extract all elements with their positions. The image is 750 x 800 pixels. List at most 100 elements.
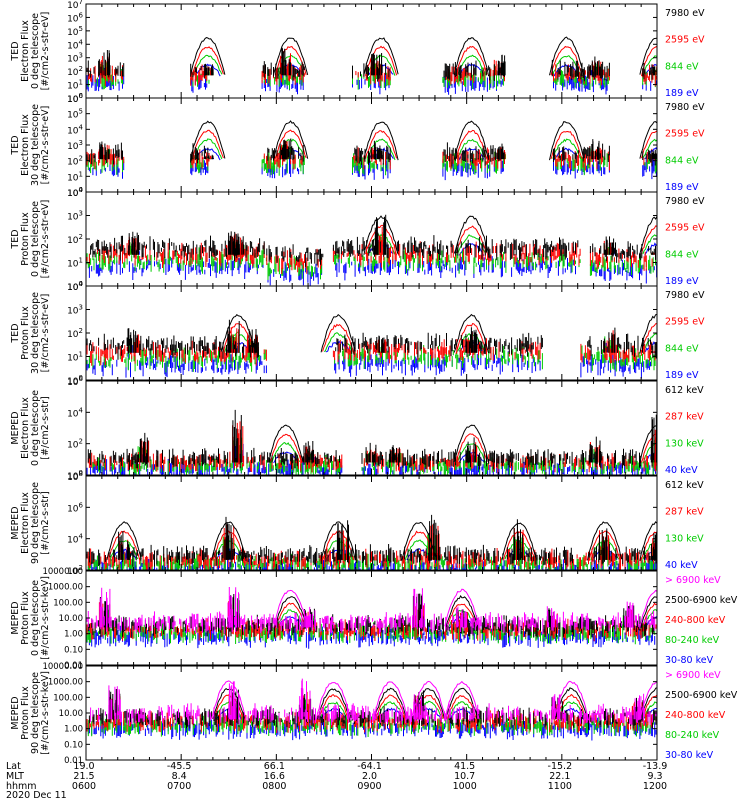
y-tick-label: 10.00 <box>59 614 83 624</box>
legend-entry: 287 keV <box>665 412 704 423</box>
y-tick-base: 10 <box>67 378 79 388</box>
y-axis-label-line: 0 deg telescope <box>30 201 41 277</box>
y-tick-exp: 0 <box>79 374 83 382</box>
y-tick-exp: 6 <box>79 375 84 383</box>
y-tick-exp: 0 <box>79 469 83 477</box>
y-tick-label: 100.00 <box>53 693 83 703</box>
y-axis-label-line: MEPED <box>10 506 21 539</box>
y-axis-label-line: 0 deg telescope <box>30 13 41 89</box>
y-tick-base: 10 <box>67 354 79 364</box>
y-tick-base: 10 <box>67 14 79 24</box>
y-tick-exp: 3 <box>79 139 83 147</box>
legend-entry: 612 keV <box>665 480 704 491</box>
x-row-value: 41.5 <box>454 761 475 772</box>
y-tick-label: 104 <box>67 186 83 199</box>
y-axis-label-line: 0 deg telescope <box>30 390 41 466</box>
y-tick-label: 100 <box>67 374 83 387</box>
legend-entry: 844 eV <box>665 61 699 72</box>
y-tick-base: 10 <box>67 189 79 199</box>
y-tick-label: 108 <box>67 470 83 483</box>
legend-entry: 40 keV <box>665 465 698 476</box>
x-row-value: 21.5 <box>73 771 94 782</box>
y-axis-label-line: 90 deg telescope <box>30 672 41 754</box>
y-tick-base: 10 <box>67 111 79 121</box>
y-tick-label: 102 <box>67 155 83 168</box>
y-tick-exp: 4 <box>79 123 84 131</box>
y-tick-exp: 6 <box>79 11 84 19</box>
x-row-value: 0600 <box>72 781 96 792</box>
y-axis-label-line: TED <box>10 41 21 61</box>
legend-entry: 130 keV <box>665 533 704 544</box>
y-tick-label: 106 <box>67 501 83 514</box>
y-axis-label-line: TED <box>10 229 21 249</box>
y-tick-label: 101 <box>67 351 83 364</box>
y-axis-label-line: [#/cm2-s-str-eV] <box>40 106 51 185</box>
y-tick-label: 1000.00 <box>48 583 83 593</box>
y-axis-label: TEDProton Flux0 deg telescope[#/cm2-s-st… <box>10 200 51 279</box>
y-tick-exp: 1 <box>79 257 83 265</box>
x-row-value: 0800 <box>262 781 286 792</box>
y-axis-label-line: Electron Flux <box>20 492 31 554</box>
x-row-value: 8.4 <box>172 771 187 782</box>
legend-entry: 30-80 keV <box>665 750 714 761</box>
y-tick-label: 104 <box>67 280 83 293</box>
legend-entry: 2595 eV <box>665 317 705 328</box>
series-group <box>85 587 658 649</box>
chart-panel-7: 0.010.101.0010.00100.001000.0010000.00ME… <box>10 567 738 671</box>
y-tick-label: 105 <box>67 25 83 38</box>
y-axis-label-line: Proton Flux <box>20 686 31 740</box>
legend-entry: 844 eV <box>665 249 699 260</box>
y-axis-label: TEDProton Flux30 deg telescope[#/cm2-s-s… <box>10 292 51 374</box>
y-tick-base: 10 <box>67 283 79 293</box>
y-axis-label-line: MEPED <box>10 601 21 634</box>
series-612-kev <box>85 409 658 470</box>
series-7980-ev <box>85 36 658 82</box>
y-tick-label: 104 <box>67 123 83 136</box>
legend-entry: 2595 eV <box>665 129 705 140</box>
y-tick-base: 10 <box>67 41 79 51</box>
x-row-value: 9.3 <box>647 771 662 782</box>
y-tick-exp: 2 <box>79 65 83 73</box>
y-tick-exp: 6 <box>79 501 84 509</box>
y-tick-exp: 4 <box>79 280 84 288</box>
y-tick-exp: 0 <box>79 92 83 100</box>
y-tick-base: 10 <box>67 473 79 483</box>
x-row-value: -64.1 <box>357 761 382 772</box>
x-row-value: 1100 <box>548 781 572 792</box>
y-tick-base: 10 <box>67 95 79 105</box>
y-tick-label: 101 <box>67 257 83 270</box>
y-tick-label: 101 <box>67 79 83 92</box>
y-tick-label: 1.00 <box>64 725 83 735</box>
y-tick-exp: 3 <box>79 210 83 218</box>
x-axis-annotations: Lat 19.0 -45.5 66.1 -64.1 41.5 -15.2 -13.9 MLT 21… <box>6 761 667 800</box>
y-axis-label-line: [#/cm2-s-str-eV] <box>40 200 51 279</box>
y-tick-base: 10 <box>67 377 79 387</box>
y-tick-base: 10 <box>67 472 79 482</box>
x-row-value: 16.6 <box>264 771 285 782</box>
y-tick-exp: 5 <box>79 25 83 33</box>
y-tick-label: 100 <box>67 280 83 293</box>
legend-entry: 2500-6900 keV <box>665 595 738 606</box>
series-group <box>85 36 658 95</box>
x-row-label: MLT <box>6 771 24 782</box>
legend-entry: 189 eV <box>665 88 699 99</box>
y-axis-label-line: [#/cm2-s-str-eV] <box>40 12 51 91</box>
legend-entry: 30-80 keV <box>665 655 714 666</box>
x-row-value: 19.0 <box>73 761 94 772</box>
y-tick-label: 105 <box>67 108 83 121</box>
y-tick-base: 10 <box>67 236 79 246</box>
y-axis-label-line: TED <box>10 323 21 343</box>
y-axis-label-line: MEPED <box>10 696 21 729</box>
x-row-value: -13.9 <box>643 761 668 772</box>
y-tick-exp: 7 <box>79 0 83 6</box>
x-row-value: 22.1 <box>549 771 570 782</box>
y-axis-label: MEPEDProton Flux90 deg telescope[#/cm2-s… <box>10 671 51 755</box>
y-tick-exp: 1 <box>79 351 83 359</box>
y-axis-label: MEPEDElectron Flux0 deg telescope[#/cm2-… <box>10 390 51 466</box>
legend-entry: 80-240 keV <box>665 730 720 741</box>
y-axis-label-line: Proton Flux <box>20 591 31 645</box>
y-tick-label: 101 <box>67 170 83 183</box>
y-tick-base: 10 <box>67 536 79 546</box>
